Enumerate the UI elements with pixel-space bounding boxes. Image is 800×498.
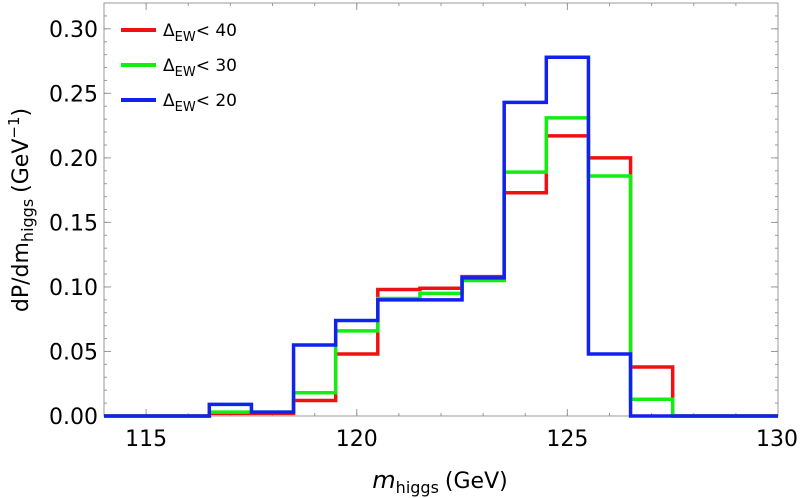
y-tick-label: 0.30 [49, 18, 98, 43]
x-axis-title-main: m [372, 466, 395, 494]
x-axis-title: mhiggs (GeV) [372, 466, 507, 497]
legend: ΔEW< 40 ΔEW< 30 ΔEW< 20 [121, 21, 237, 115]
y-axis-title-main: dP/dm [9, 242, 34, 312]
legend-label-20: ΔEW< 20 [163, 91, 237, 115]
x-tick-label: 125 [546, 427, 588, 452]
y-tick-label: 0.10 [49, 276, 98, 301]
series-line-40 [104, 134, 778, 418]
y-axis-title: dP/dmhiggs (GeV−1) [5, 108, 37, 312]
y-tick-label: 0.20 [49, 147, 98, 172]
y-axis-title-unit-sup: −1 [5, 116, 23, 138]
x-tick-label: 115 [125, 427, 167, 452]
y-tick-label: 0.15 [49, 211, 98, 236]
x-tick-label: 120 [336, 427, 378, 452]
series-line-30 [104, 116, 778, 418]
y-tick-label: 0.05 [49, 340, 98, 365]
y-tick-label: 0.25 [49, 82, 98, 107]
tick-labels: 115 120 125 130 0.00 0.05 0.10 0.15 0.20 0.25 0.30 [49, 18, 798, 452]
x-tick-label: 130 [756, 427, 798, 452]
legend-item-20: ΔEW< 20 [121, 91, 237, 115]
x-axis-title-sub: higgs [396, 478, 439, 497]
y-axis-title-unit-post: ) [9, 108, 34, 117]
x-axis-title-unit: (GeV) [445, 469, 508, 494]
legend-label-40: ΔEW< 40 [163, 21, 237, 45]
y-tick-label: 0.00 [49, 405, 98, 430]
series-layer [104, 55, 778, 418]
y-axis-title-unit-pre: (GeV [9, 139, 34, 193]
y-axis-title-sub: higgs [18, 199, 37, 242]
legend-item-30: ΔEW< 30 [121, 56, 237, 80]
series-line-20 [104, 55, 778, 418]
legend-item-40: ΔEW< 40 [121, 21, 237, 45]
legend-label-30: ΔEW< 30 [163, 56, 237, 80]
